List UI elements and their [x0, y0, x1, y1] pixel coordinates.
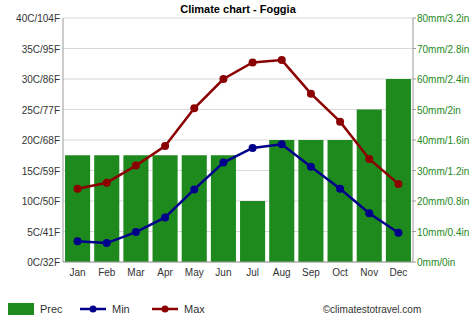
marker — [190, 104, 198, 112]
marker — [103, 179, 111, 187]
x-tick-label: Feb — [98, 267, 116, 278]
marker — [394, 180, 402, 188]
y2-axis — [413, 18, 414, 262]
marker — [307, 163, 315, 171]
x-tick-label: Sep — [302, 267, 320, 278]
source: ©climatestotravel.com — [323, 304, 422, 315]
marker — [336, 185, 344, 193]
y-tick-label: 20C/68F — [22, 135, 60, 146]
marker — [190, 185, 198, 193]
x-tick-label: Mar — [127, 267, 145, 278]
grid-line — [63, 262, 413, 263]
marker — [365, 209, 373, 217]
y2-tick-label: 20mm/0.8in — [417, 196, 469, 207]
marker — [249, 59, 257, 67]
marker — [394, 229, 402, 237]
x-tick-label: Jun — [215, 267, 231, 278]
y2-tick-label: 0mm/0in — [417, 257, 455, 268]
x-tick-label: May — [185, 267, 204, 278]
y-axis — [63, 18, 64, 262]
title: Climate chart - Foggia — [180, 3, 296, 15]
y-tick-label: 30C/86F — [22, 74, 60, 85]
marker — [74, 185, 82, 193]
y-tick-label: 35C/95F — [22, 44, 60, 55]
bar — [94, 155, 119, 262]
marker — [219, 75, 227, 83]
y-tick-label: 10C/50F — [22, 196, 60, 207]
y2-tick-label: 80mm/3.2in — [417, 13, 469, 24]
y2-tick-label: 10mm/0.4in — [417, 227, 469, 238]
y2-tick-label: 50mm/2in — [417, 105, 461, 116]
marker — [278, 56, 286, 64]
y2-tick-label: 60mm/2.4in — [417, 74, 469, 85]
marker — [278, 140, 286, 148]
bar — [386, 79, 411, 262]
y2-tick-label: 30mm/1.2in — [417, 166, 469, 177]
line — [78, 144, 399, 243]
marker — [365, 155, 373, 163]
marker — [336, 118, 344, 126]
legend-marker — [162, 306, 169, 313]
marker — [132, 228, 140, 236]
bar — [65, 155, 90, 262]
bar — [298, 140, 323, 262]
y2-tick-label: 40mm/1.6in — [417, 135, 469, 146]
marker — [132, 162, 140, 170]
y-tick-label: 15C/59F — [22, 166, 60, 177]
grid-line — [63, 79, 413, 80]
bar — [240, 201, 265, 262]
marker — [161, 142, 169, 150]
x-tick-label: Jul — [246, 267, 259, 278]
legend-label: Max — [184, 303, 205, 315]
x-tick-label: Apr — [157, 267, 173, 278]
x-tick-label: Oct — [332, 267, 348, 278]
grid-line — [63, 18, 413, 19]
marker — [103, 239, 111, 247]
bar — [269, 140, 294, 262]
legend-label: Prec — [40, 303, 63, 315]
legend-swatch — [8, 303, 34, 315]
x-tick-label: Nov — [360, 267, 378, 278]
marker — [161, 213, 169, 221]
bar — [182, 155, 207, 262]
plot-marks — [65, 56, 411, 262]
bar — [328, 140, 353, 262]
y-tick-label: 5C/41F — [27, 227, 60, 238]
line — [78, 60, 399, 189]
grid-line — [63, 48, 413, 49]
x-tick-label: Jan — [70, 267, 86, 278]
chart: Climate chart - Foggia 0C/32F 5C/41F 10C/50… — [0, 0, 474, 331]
legend-label: Min — [112, 303, 130, 315]
y-tick-label: 0C/32F — [27, 257, 60, 268]
marker — [307, 90, 315, 98]
y-tick-label: 25C/77F — [22, 105, 60, 116]
y2-tick-label: 70mm/2.8in — [417, 44, 469, 55]
legend-marker — [90, 306, 97, 313]
marker — [219, 159, 227, 167]
marker — [249, 144, 257, 152]
y-tick-label: 40C/104F — [16, 13, 60, 24]
marker — [74, 237, 82, 245]
x-tick-label: Aug — [273, 267, 291, 278]
x-tick-label: Dec — [390, 267, 408, 278]
x-axis — [63, 262, 413, 263]
bar — [357, 110, 382, 263]
